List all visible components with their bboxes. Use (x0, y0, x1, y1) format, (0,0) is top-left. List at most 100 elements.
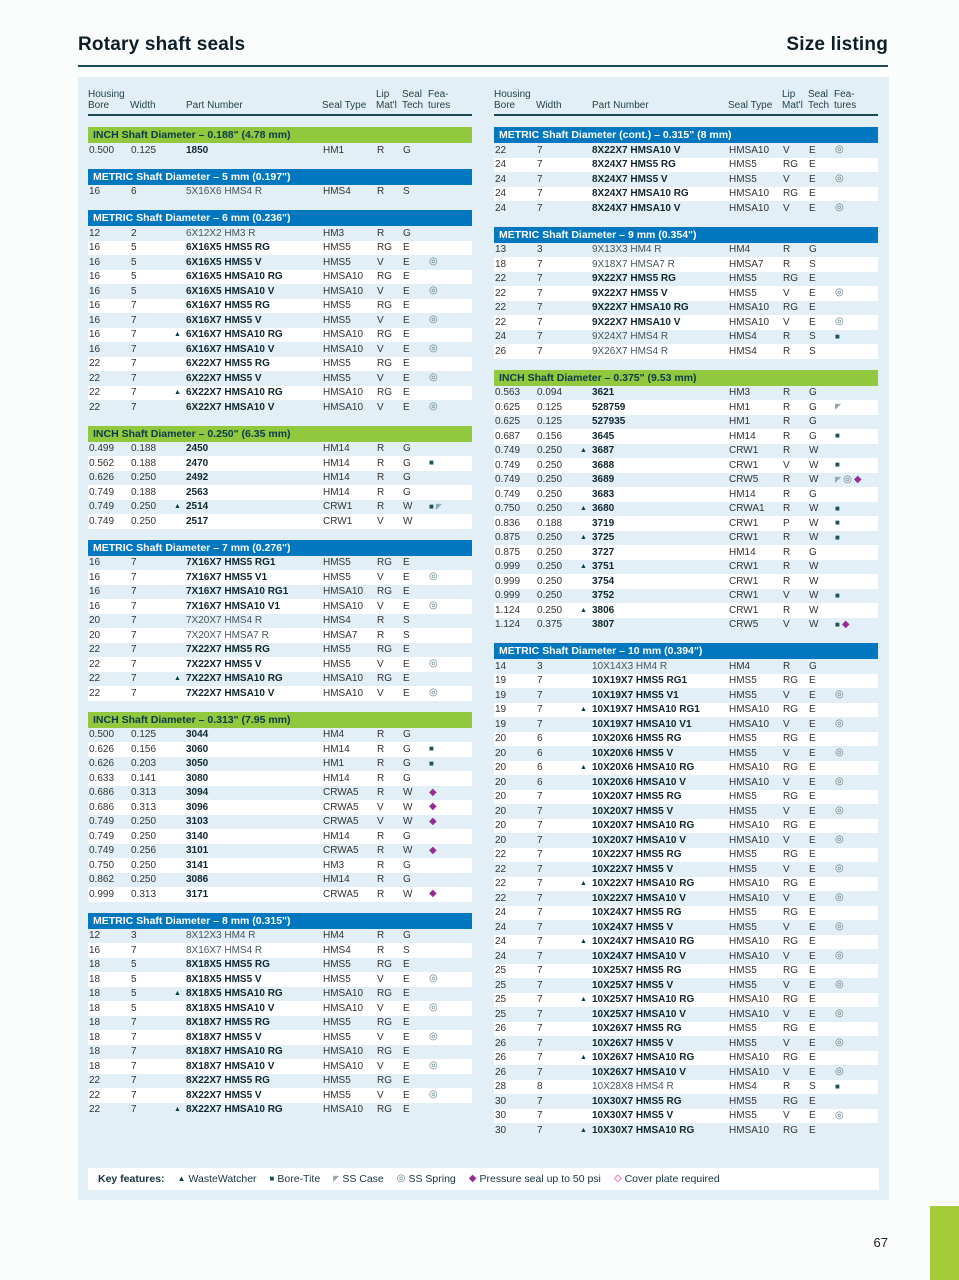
part-number: 3680 (592, 503, 615, 515)
ss-spring-icon: ◎ (429, 687, 438, 699)
ss-spring-icon: ◎ (835, 718, 844, 730)
width-value: 7 (131, 944, 137, 956)
housing-bore-value: 16 (89, 586, 101, 598)
seal-type-value: HMS5 (729, 907, 757, 919)
legend-item: ◤ SS Case (333, 1173, 384, 1185)
column-headers: Housing Bore Width Part Number Seal Type … (494, 81, 878, 116)
lip-material-value: R (377, 758, 385, 770)
seal-type-value: HM14 (729, 488, 756, 500)
lip-material-value: V (783, 316, 790, 328)
part-cell: 10X26X7 HMS5 RG (580, 1023, 728, 1034)
features-cell: ◎ (428, 257, 472, 267)
lip-material-value: V (783, 202, 790, 214)
seal-tech-value: E (403, 387, 410, 399)
features-cell: ◎ (428, 402, 472, 412)
seal-type-value: HMS5 (729, 849, 757, 861)
lip-material-value: RG (783, 907, 798, 919)
part-number: 3094 (186, 787, 209, 799)
section-header: INCH Shaft Diameter – 0.188" (4.78 mm) (88, 127, 472, 143)
header-housing-bore: Housing Bore (88, 89, 125, 111)
seal-type-value: CRWA5 (323, 816, 359, 828)
housing-bore-value: 0.749 (89, 830, 115, 842)
features-cell: ◎ (834, 317, 878, 327)
housing-bore-value: 19 (495, 675, 507, 687)
features-cell: ■ (834, 503, 878, 513)
lip-material-value: R (377, 743, 385, 755)
housing-bore-value: 22 (495, 316, 507, 328)
seal-tech-value: S (403, 629, 410, 641)
width-value: 7 (537, 1037, 543, 1049)
size-section: METRIC Shaft Diameter – 9 mm (0.354") 13 3… (494, 226, 878, 359)
table-row: 0.749 0.250 ▲ 3687 CRW1 R W (494, 444, 878, 459)
lip-material-value: V (783, 950, 790, 962)
width-value: 7 (131, 387, 137, 399)
section-header: INCH Shaft Diameter – 0.313" (7.95 mm) (88, 711, 472, 728)
part-number: 6X22X7 HMS5 RG (186, 358, 270, 370)
ss-spring-icon: ◎ (429, 1002, 438, 1014)
lip-material-value: R (783, 445, 791, 457)
table-row: 0.749 0.250 3688 CRW1 V W ■ (494, 458, 878, 473)
lip-material-value: V (783, 834, 790, 846)
housing-bore-value: 24 (495, 907, 507, 919)
features-cell: ◎ (428, 688, 472, 698)
part-number: 8X18X5 HMSA10 V (186, 1002, 275, 1014)
ss-spring-icon: ◎ (835, 747, 844, 759)
width-value: 7 (131, 1075, 137, 1087)
housing-bore-value: 19 (495, 689, 507, 701)
seal-type-value: HMSA10 (323, 329, 364, 341)
seal-tech-value: E (403, 343, 410, 355)
part-number: 6X16X5 HMSA10 RG (186, 271, 283, 283)
size-section: INCH Shaft Diameter – 0.250" (6.35 mm) 0.… (88, 425, 472, 529)
part-cell: 3754 (580, 576, 728, 587)
ss-spring-icon: ◎ (835, 892, 844, 904)
features-cell: ◎ (428, 1090, 472, 1100)
width-value: 7 (537, 345, 543, 357)
part-cell: 9X24X7 HMS4 R (580, 331, 728, 342)
bore-tite-icon: ■ (835, 619, 840, 629)
seal-type-value: HMSA10 (323, 1060, 364, 1072)
wastewatcher-icon: ▲ (580, 606, 587, 614)
bore-tite-icon: ■ (835, 503, 840, 513)
seal-type-value: HMS5 (729, 173, 757, 185)
housing-bore-value: 22 (89, 372, 101, 384)
seal-type-value: HMS5 (729, 863, 757, 875)
part-number: 9X22X7 HMSA10 RG (592, 302, 689, 314)
housing-bore-value: 0.999 (495, 575, 521, 587)
housing-bore-value: 20 (495, 820, 507, 832)
section-header: METRIC Shaft Diameter (cont.) – 0.315" (… (494, 127, 878, 143)
part-number: 2514 (186, 501, 209, 513)
part-cell: 6X16X5 HMSA10 RG (174, 271, 322, 282)
section-header: METRIC Shaft Diameter – 9 mm (0.354") (494, 226, 878, 243)
width-value: 0.125 (131, 729, 157, 741)
part-cell: 1850 (174, 145, 322, 156)
part-cell: ▲ 10X19X7 HMSA10 RG1 (580, 704, 728, 715)
bore-tite-icon: ■ (269, 1173, 275, 1183)
bore-tite-icon: ■ (835, 590, 840, 600)
part-number: 10X19X7 HMS5 V1 (592, 689, 679, 701)
seal-type-value: HMSA10 (729, 1066, 770, 1078)
seal-type-value: HMS5 (729, 921, 757, 933)
part-number: 6X16X7 HMSA10 RG (186, 329, 283, 341)
lip-material-value: V (783, 1066, 790, 1078)
table-row: 18 5 8X18X5 HMS5 V HMS5 V E ◎ (88, 972, 472, 987)
header-features: Fea-tures (834, 89, 857, 111)
lip-material-value: R (783, 503, 791, 515)
seal-tech-value: G (403, 930, 411, 942)
bore-tite-icon: ■ (429, 758, 434, 768)
seal-tech-value: W (403, 515, 413, 527)
table-row: 30 7 10X30X7 HMS5 V HMS5 V E ◎ (494, 1108, 878, 1123)
lip-material-value: R (783, 1081, 791, 1093)
part-cell: 3719 (580, 518, 728, 529)
table-row: 16 7 7X16X7 HMSA10 RG1 HMSA10 RG E (88, 585, 472, 600)
seal-type-value: HMSA10 (323, 600, 364, 612)
ss-spring-icon: ◎ (429, 372, 438, 384)
housing-bore-value: 0.875 (495, 532, 521, 544)
part-number: 6X16X7 HMS5 RG (186, 300, 270, 312)
width-value: 7 (537, 791, 543, 803)
seal-type-value: CRW5 (729, 474, 759, 486)
housing-bore-value: 0.626 (89, 472, 115, 484)
housing-bore-value: 0.999 (89, 888, 115, 900)
part-number: 10X30X7 HMS5 V (592, 1110, 674, 1122)
table-row: 24 7 10X24X7 HMS5 V HMS5 V E ◎ (494, 920, 878, 935)
seal-tech-value: E (809, 863, 816, 875)
